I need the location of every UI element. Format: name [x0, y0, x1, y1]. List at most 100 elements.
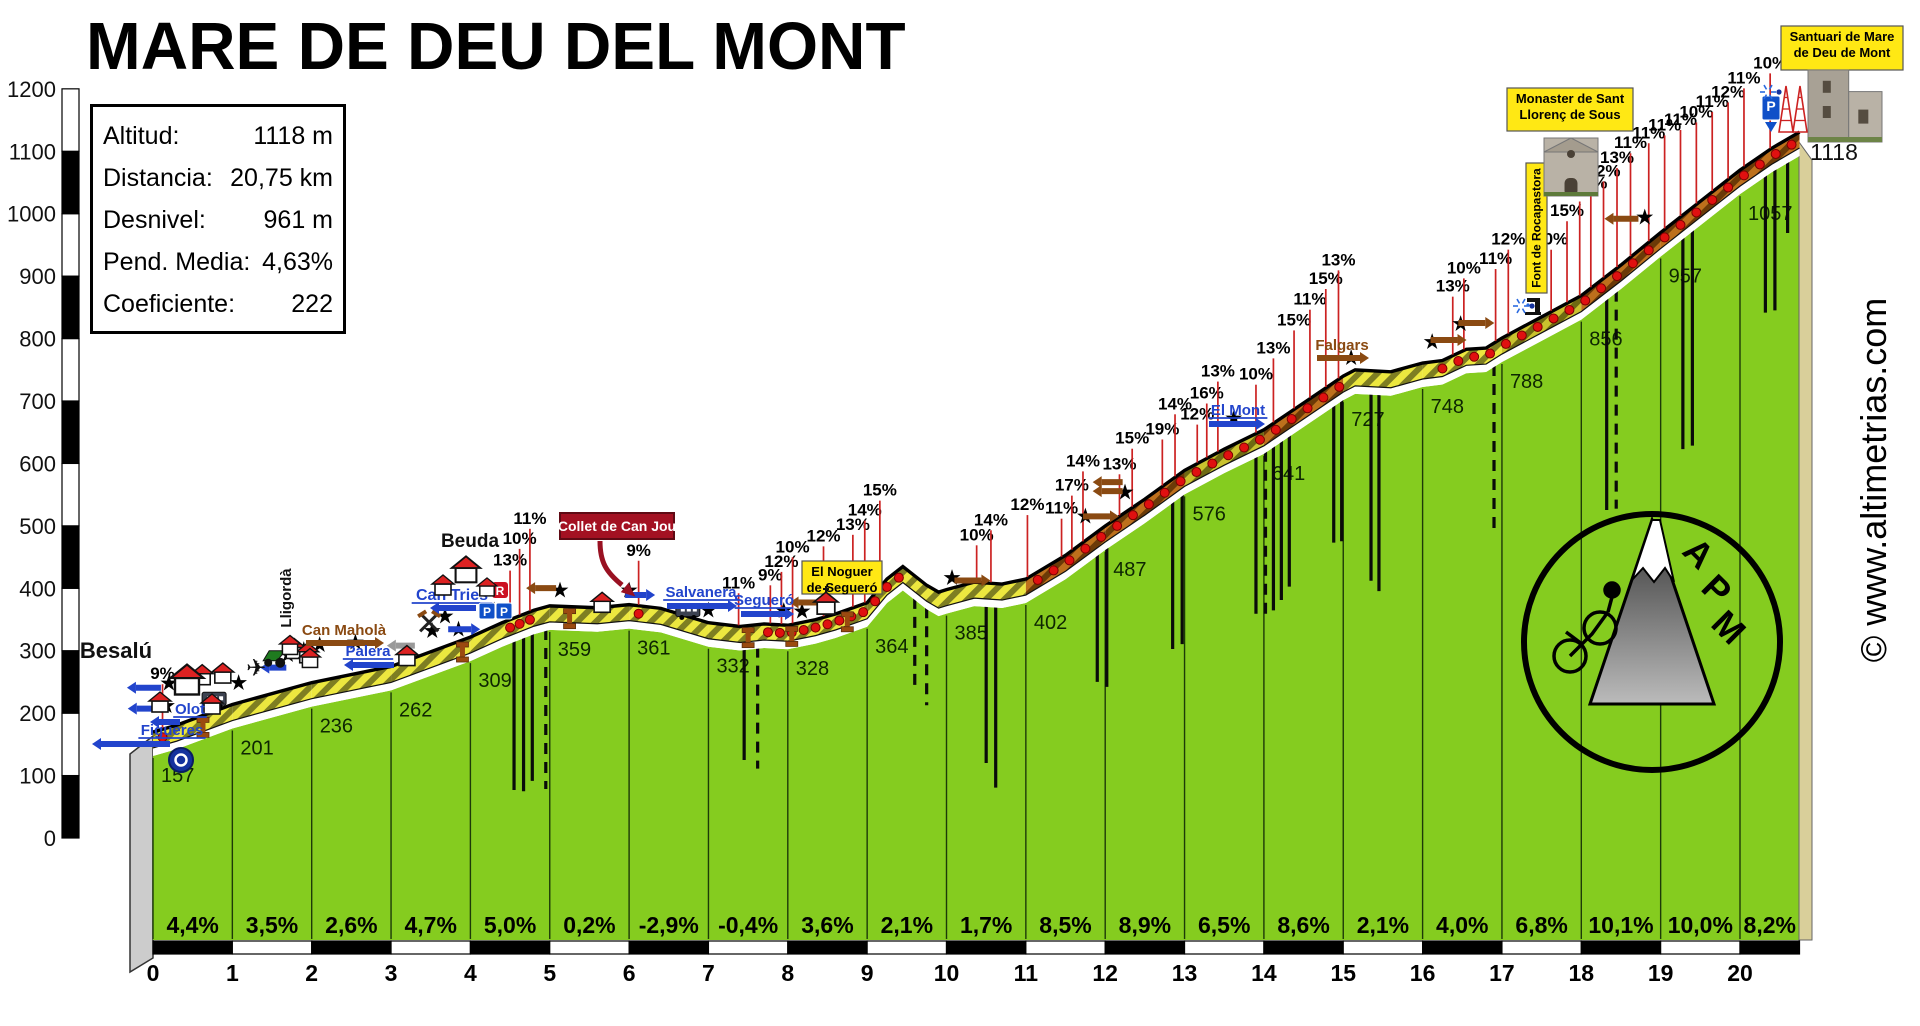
- salvanera-arrow: [667, 600, 737, 612]
- y-tick-label: 300: [19, 639, 56, 664]
- road-section: [311, 666, 392, 699]
- road-bottom-line: [152, 147, 1800, 749]
- elevation-label: 576: [1193, 503, 1226, 525]
- beuda-houses: [449, 555, 483, 584]
- path: [1606, 596, 1614, 613]
- road-dot: [1270, 424, 1281, 435]
- x-tick-label: 5: [543, 960, 556, 986]
- road-top-outline: [152, 130, 1801, 734]
- beuda-label: Beuda: [441, 531, 500, 552]
- star-icon: ★: [436, 606, 453, 627]
- line: [1521, 308, 1526, 314]
- watermark: © www.altimetrias.com: [1853, 298, 1894, 663]
- rect: [173, 676, 201, 696]
- y-tick-label: 200: [19, 701, 56, 726]
- x-tick-label: 11: [1014, 960, 1039, 986]
- figueres-arrow-head: [92, 738, 101, 750]
- rect: [1506, 87, 1634, 132]
- route-arrow-head: [126, 681, 136, 694]
- road-dot: [1159, 487, 1170, 498]
- summit-elevation: 1118: [1810, 139, 1858, 165]
- elevation-label: 332: [716, 656, 749, 678]
- can-tries-arrow-head: [430, 602, 439, 614]
- circle: [691, 615, 697, 621]
- path: [597, 540, 624, 587]
- left-face: [129, 734, 154, 974]
- rect: [434, 583, 452, 596]
- y-axis-segment: [61, 462, 80, 527]
- elevation-label: 957: [1669, 266, 1702, 288]
- ruler-segment: [1342, 940, 1424, 955]
- road-dot: [1048, 565, 1059, 576]
- palera-label: Palera: [345, 643, 391, 660]
- route-arrow-head: [526, 582, 536, 595]
- rect: [593, 600, 611, 614]
- line: [1516, 308, 1521, 314]
- can-tries-label: Can Tries: [416, 587, 488, 604]
- y-tick-label: 900: [19, 264, 56, 289]
- gradient-label: 11%: [1293, 290, 1326, 309]
- path: [1568, 610, 1610, 658]
- info-value: 4,63%: [262, 248, 333, 276]
- elevation-label: 402: [1034, 612, 1067, 634]
- rect: [1525, 162, 1548, 294]
- can-mahola-arrow: [306, 637, 384, 649]
- el-mont-arrow-head: [1256, 418, 1265, 430]
- x-tick-label: 17: [1489, 960, 1515, 986]
- santuari-box-label: de Deu de Mont: [1794, 45, 1891, 60]
- gradient-label: 12%: [764, 552, 798, 571]
- gradient-label: 11%: [1632, 123, 1665, 142]
- section-grade-label: 2,1%: [881, 912, 933, 938]
- gradient-label: 13%: [836, 515, 870, 534]
- polygon: [147, 691, 173, 702]
- y-tick-label: 400: [19, 576, 56, 601]
- road-dot: [1032, 574, 1043, 585]
- gradient-label: 15%: [1550, 201, 1584, 220]
- section-grade-label: 6,5%: [1198, 912, 1250, 938]
- refuge-letter: R: [496, 584, 505, 598]
- olot-arrow: [150, 716, 180, 728]
- info-row-2: Desnivel: 961 m: [103, 199, 333, 241]
- gradient-label: 9%: [758, 565, 783, 584]
- rect: [214, 671, 232, 684]
- road-dot: [1207, 458, 1218, 469]
- ruler-segment: [152, 940, 233, 955]
- section-grade-label: 4,4%: [166, 912, 218, 938]
- gate-icon: [741, 642, 755, 649]
- x-tick-label: 9: [861, 960, 874, 986]
- route-arrow-head: [1604, 212, 1614, 225]
- santuari-box-label: Santuari de Mare: [1790, 29, 1895, 44]
- gate-icon: [840, 626, 854, 633]
- summit-elevation: 1118: [1810, 139, 1858, 165]
- polygon: [209, 662, 236, 673]
- section-grade-label: 6,8%: [1515, 912, 1567, 938]
- noguer-box-label: de Segueró: [807, 580, 878, 595]
- ruler-segment: [1660, 940, 1741, 955]
- x-tick-label: 0: [147, 960, 160, 986]
- beuda-houses: [430, 574, 456, 596]
- line: [1763, 94, 1768, 100]
- road-dot: [1191, 467, 1202, 478]
- parking-icon-1: P: [478, 602, 496, 620]
- gradient-label: 10%: [1753, 53, 1787, 72]
- house-icon: [589, 591, 616, 614]
- route-arrow-head: [1092, 476, 1102, 489]
- rect: [301, 656, 319, 669]
- ruler-segment: [549, 940, 630, 955]
- besalu-label: Besalú: [80, 638, 152, 663]
- olot-label: Olot: [175, 701, 205, 718]
- road-dot: [870, 596, 881, 607]
- x-tick-label: 6: [623, 960, 636, 986]
- plane-icon: ✈: [246, 655, 266, 682]
- gate-icon: [567, 612, 573, 625]
- gradient-label: 10%: [503, 529, 537, 548]
- gate-icon: [456, 656, 469, 663]
- ruler-segment: [311, 940, 392, 955]
- seguero-arrow-head: [785, 608, 794, 620]
- rect: [1564, 178, 1578, 196]
- elevation-label: 236: [320, 716, 353, 738]
- road-dot: [858, 607, 869, 618]
- y-axis-segment: [61, 88, 80, 152]
- gradient-label: 15%: [863, 481, 897, 500]
